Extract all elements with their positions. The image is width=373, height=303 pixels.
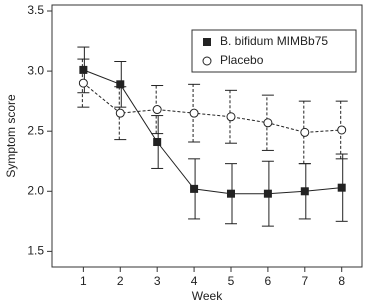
y-tick-label: 1.5	[27, 244, 44, 258]
data-point	[115, 108, 125, 118]
data-point	[153, 138, 162, 147]
x-tick-label: 3	[154, 274, 161, 288]
data-point	[263, 189, 272, 198]
x-tick-label: 1	[80, 274, 87, 288]
x-axis-label: Week	[192, 289, 223, 303]
data-point	[337, 183, 346, 192]
data-point	[300, 187, 309, 196]
legend-label: Placebo	[220, 53, 264, 67]
y-tick-label: 2.0	[27, 183, 44, 197]
x-tick-label: 2	[117, 274, 124, 288]
data-point	[189, 108, 199, 118]
data-point	[226, 189, 235, 198]
data-point	[300, 127, 310, 137]
plot-frame	[51, 4, 363, 268]
x-tick-label: 5	[228, 274, 235, 288]
y-tick-label: 3.0	[27, 63, 44, 77]
x-tick-label: 6	[265, 274, 272, 288]
data-point	[190, 184, 199, 193]
data-point	[79, 65, 88, 74]
y-tick-label: 2.5	[27, 123, 44, 137]
legend-marker	[203, 38, 211, 46]
y-tick-label: 3.5	[27, 3, 44, 17]
data-point	[226, 112, 236, 122]
x-tick-label: 7	[301, 274, 308, 288]
data-point	[116, 80, 125, 89]
legend-marker	[202, 56, 212, 66]
x-tick-label: 8	[338, 274, 345, 288]
series-line	[83, 69, 342, 195]
data-point	[263, 118, 273, 128]
x-tick-label: 4	[191, 274, 198, 288]
data-point	[78, 78, 88, 88]
data-point	[152, 105, 162, 115]
series-line	[83, 82, 342, 133]
legend-box	[191, 29, 357, 73]
data-point	[337, 125, 347, 135]
y-axis-label: Symptom score	[4, 94, 18, 178]
legend-label: B. bifidum MIMBb75	[220, 34, 328, 48]
